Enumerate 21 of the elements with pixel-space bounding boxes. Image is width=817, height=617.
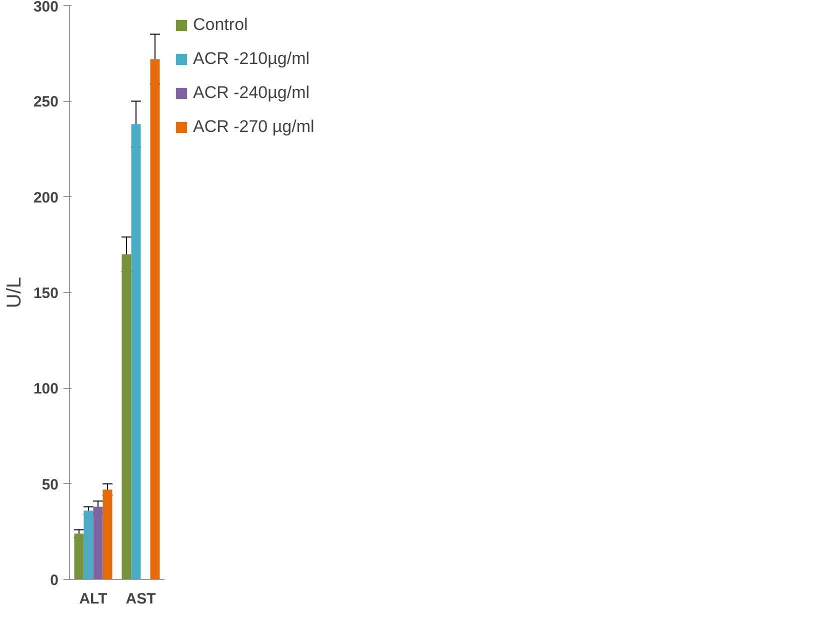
y-tick-label: 0 xyxy=(50,572,58,589)
y-tick-label: 100 xyxy=(33,380,59,398)
y-tick-label: 300 xyxy=(33,0,59,16)
bar xyxy=(150,59,160,580)
y-tick-label: 250 xyxy=(33,94,59,111)
bar xyxy=(93,506,103,580)
x-tick-label: ALT xyxy=(79,590,108,608)
bar xyxy=(131,124,141,580)
y-tick-label: 200 xyxy=(33,189,59,206)
y-axis-title: U/L xyxy=(3,276,26,308)
legend-label: ACR -270 µg/ml xyxy=(193,117,314,137)
legend-label: Control xyxy=(193,15,248,35)
bar xyxy=(102,490,112,580)
bar xyxy=(122,254,132,580)
y-tick-label: 150 xyxy=(33,285,59,302)
legend-label: ACR -210µg/ml xyxy=(193,49,310,69)
legend-label: ACR -240µg/ml xyxy=(193,83,310,103)
x-tick-label: AST xyxy=(126,590,156,608)
y-tick-label: 50 xyxy=(42,476,59,494)
bar xyxy=(74,534,84,580)
bar xyxy=(84,510,94,580)
